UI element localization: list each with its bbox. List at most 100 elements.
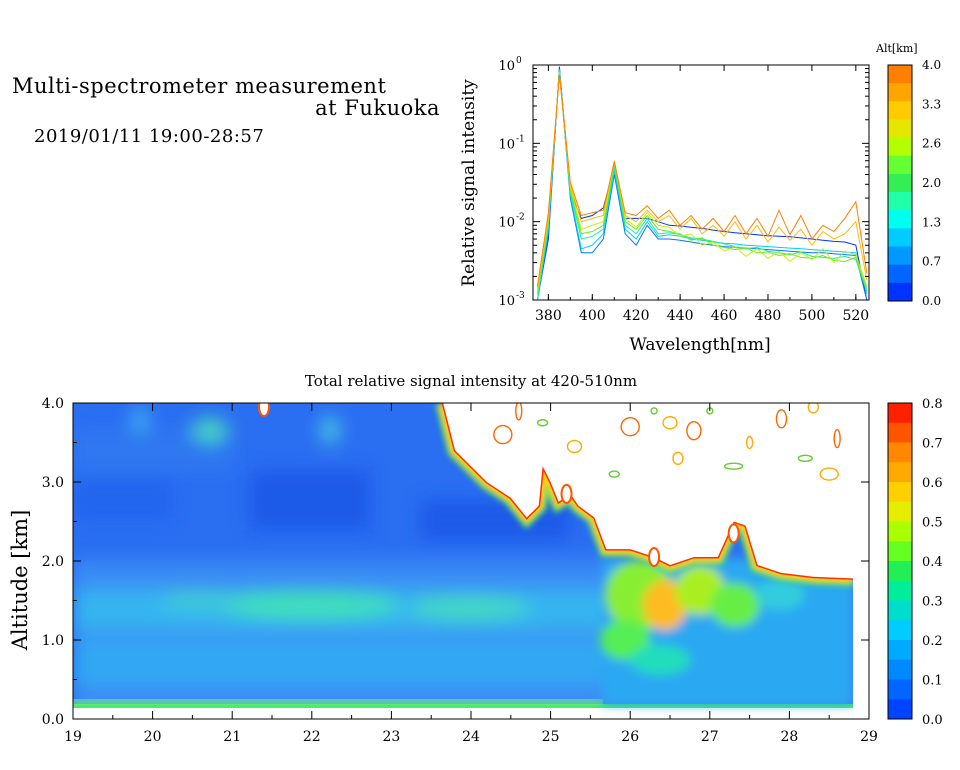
datetime-label: 2019/01/11 19:00-28:57: [34, 126, 265, 147]
y-tick-exponent: 0: [516, 56, 522, 66]
spectrum-series-line: [536, 70, 868, 300]
colorbar-swatch: [888, 442, 912, 463]
x-tick-label: 520: [842, 308, 869, 324]
altitude-colorbar: 4.0 3.3 2.6 2.0 1.3 0.7 0.0: [887, 58, 941, 308]
x-tick-label: 480: [755, 308, 782, 324]
colorbar-tick-label: 0.6: [922, 476, 943, 491]
spectrum-series-line: [536, 69, 868, 300]
cloud-contour: [493, 424, 513, 445]
spectrum-series-line: [536, 74, 868, 287]
x-tick-label: 420: [623, 308, 650, 324]
spectrum-x-ticks: 380 400 420 440 460 480 500 520: [535, 65, 869, 324]
colorbar-swatch: [888, 264, 912, 284]
cloud-contour: [819, 467, 839, 481]
spectrum-frame: [532, 64, 870, 301]
x-tick-label: 380: [535, 308, 562, 324]
x-tick-label: 24: [462, 729, 480, 745]
colorbar-swatch: [888, 137, 912, 157]
x-tick-label: 28: [780, 729, 798, 745]
cloud-contour: [745, 435, 754, 450]
heatmap-title: Total relative signal intensity at 420-5…: [305, 372, 637, 390]
x-tick-label: 20: [144, 729, 162, 745]
spectrum-series-line: [536, 66, 868, 300]
colorbar-tick-label: 0.7: [922, 255, 941, 269]
y-tick-label: 2.0: [42, 554, 64, 570]
x-tick-label: 19: [64, 729, 82, 745]
cloud-contour: [566, 439, 583, 454]
cloud-region: [258, 403, 869, 719]
colorbar-tick-label: 0.1: [922, 674, 943, 689]
colorbar-swatch: [888, 501, 912, 522]
colorbar-swatch: [888, 155, 912, 175]
spectrum-x-label: Wavelength[nm]: [629, 335, 770, 355]
colorbar-frame: [887, 402, 913, 720]
cloud-contour: [515, 403, 523, 421]
x-tick-label: 440: [667, 308, 694, 324]
colorbar-swatch: [888, 659, 912, 680]
colorbar-swatch: [888, 282, 912, 302]
colorbar-tick-label: 4.0: [922, 58, 941, 72]
colorbar-swatch: [888, 679, 912, 700]
y-tick-label: 10: [498, 216, 515, 231]
x-tick-label: 25: [542, 729, 560, 745]
colorbar-swatch: [888, 228, 912, 248]
cloud-contour: [775, 409, 788, 429]
cloud-contour: [723, 462, 744, 470]
colorbar-tick-label: 0.7: [922, 437, 943, 452]
cloud-hole: [258, 403, 271, 417]
colorbar-swatch: [888, 422, 912, 443]
colorbar-swatch: [888, 699, 912, 720]
colorbar-frame: [887, 64, 913, 302]
colorbar-swatch: [888, 482, 912, 503]
spectrum-lines: [536, 66, 868, 300]
title-line1: Multi-spectrometer measurement: [12, 74, 387, 98]
colorbar-tick-label: 0.0: [922, 713, 943, 728]
cloud-hole: [560, 483, 573, 504]
colorbar-swatch: [888, 561, 912, 582]
cloud-contour: [650, 407, 658, 415]
y-tick-exponent: -2: [516, 213, 525, 223]
colorbar-swatch: [888, 640, 912, 661]
x-tick-label: 22: [303, 729, 321, 745]
y-tick-label: 10: [498, 294, 515, 309]
colorbar-swatch: [888, 521, 912, 542]
x-tick-label: 23: [382, 729, 400, 745]
x-tick-label: 29: [860, 729, 878, 745]
x-tick-label: 400: [579, 308, 606, 324]
colorbar-swatch: [888, 173, 912, 193]
colorbar-swatch: [888, 119, 912, 139]
colorbar-swatch: [888, 210, 912, 229]
y-tick-exponent: -3: [516, 291, 525, 301]
colorbar-swatch: [888, 462, 912, 483]
x-tick-label: 27: [701, 729, 719, 745]
no-signal-region: [443, 403, 869, 579]
spectrum-series-line: [536, 68, 868, 300]
cloud-hole: [727, 523, 740, 544]
title-line2: at Fukuoka: [315, 96, 440, 120]
heatmap-x-ticks: 19 20 21 22 23 24 25 26 27 28 29: [64, 403, 878, 745]
colorbar-tick-label: 0.4: [922, 555, 943, 570]
cloud-contour: [536, 419, 549, 427]
spectrum-series-line: [536, 71, 868, 294]
colorbar-tick-label: 2.6: [922, 137, 941, 151]
y-tick-label: 10: [498, 59, 515, 74]
altitude-colorbar-label: Alt[km]: [875, 42, 918, 55]
x-tick-label: 460: [711, 308, 738, 324]
colorbar-swatch: [888, 403, 912, 424]
colorbar-swatch: [888, 620, 912, 641]
colorbar-swatch: [888, 246, 912, 266]
cloud-contour: [686, 420, 702, 441]
colorbar-swatch: [888, 541, 912, 562]
spectrum-y-label: Relative signal intensity: [459, 79, 479, 287]
intensity-colorbar: 0.8 0.7 0.6 0.5 0.4 0.3 0.2 0.1 0.0: [887, 397, 943, 728]
cloud-hole: [648, 547, 661, 568]
y-tick-label: 1.0: [42, 633, 64, 649]
colorbar-swatch: [888, 65, 912, 84]
heatmap-y-label: Altitude [km]: [8, 510, 32, 652]
y-tick-label: 3.0: [42, 475, 64, 491]
x-tick-label: 500: [799, 308, 826, 324]
spectrum-series-line: [536, 73, 868, 289]
cloud-contour: [833, 428, 841, 449]
